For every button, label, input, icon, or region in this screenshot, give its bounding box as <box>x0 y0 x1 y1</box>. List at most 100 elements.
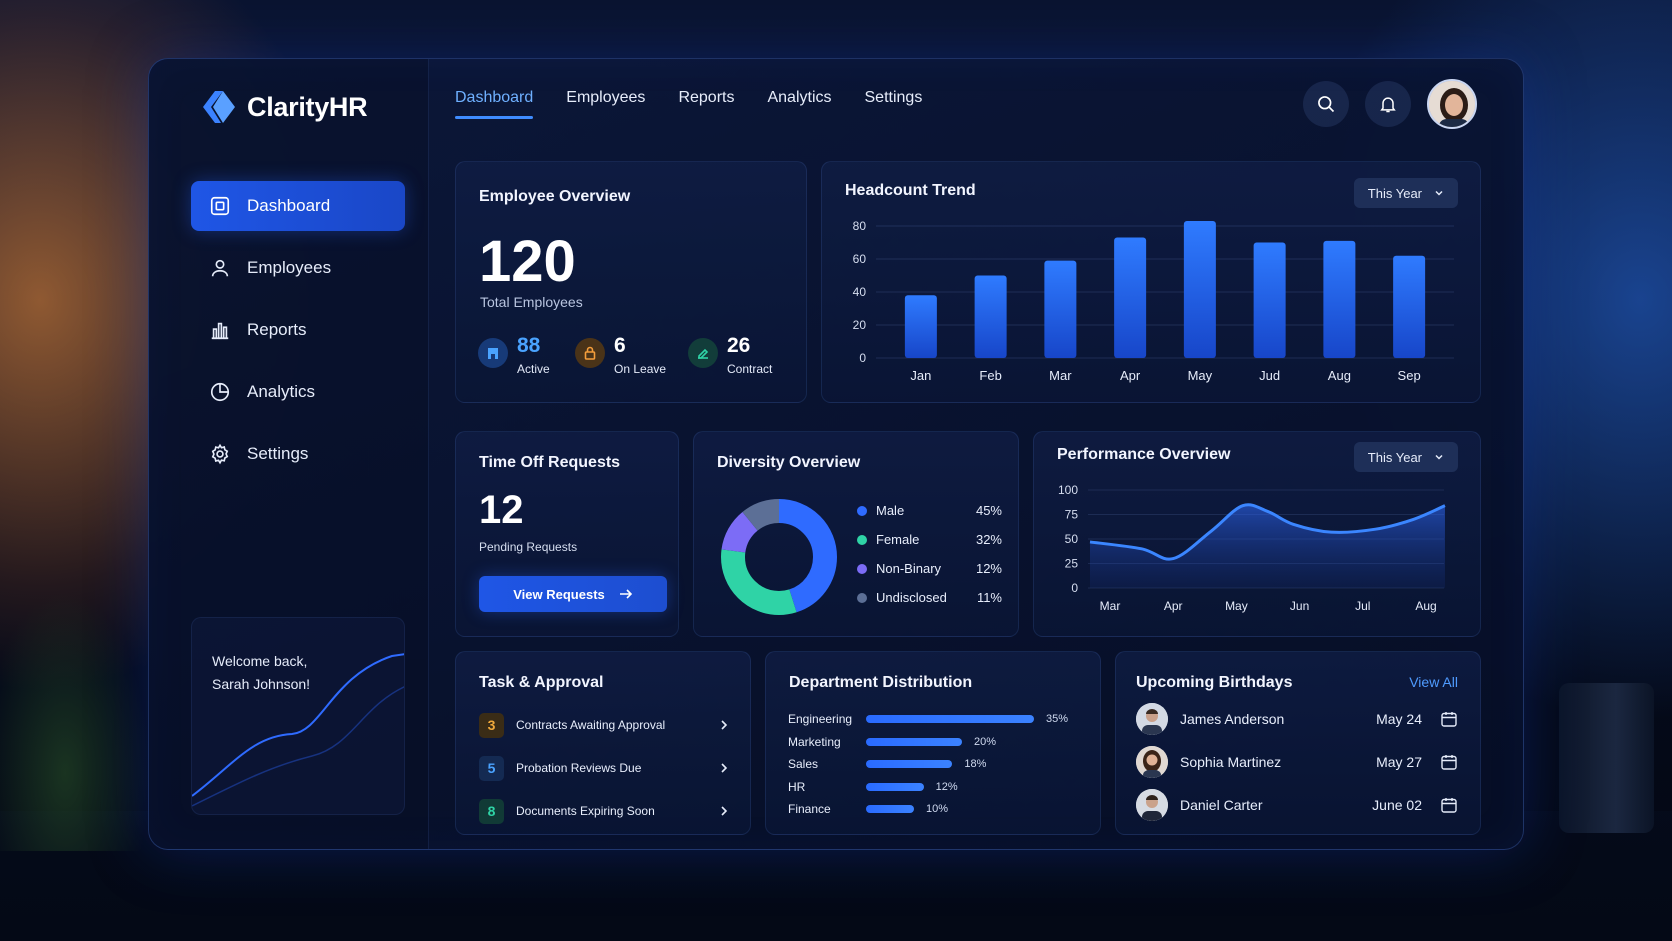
bar-jan[interactable] <box>904 295 937 358</box>
department-percent: 12% <box>935 780 958 793</box>
department-bar <box>866 737 962 746</box>
contract-icon <box>688 338 718 368</box>
diversity-legend: Male 45% Female 32% Non-Binary 12% Undis… <box>857 496 1002 612</box>
top-navigation: Dashboard Employees Reports Analytics Se… <box>455 89 922 119</box>
department-name: Marketing <box>788 734 841 749</box>
total-employees-value: 120 <box>479 229 576 294</box>
tab-analytics[interactable]: Analytics <box>767 89 832 106</box>
view-requests-button[interactable]: View Requests <box>479 576 667 612</box>
view-all-link[interactable]: View All <box>1409 674 1458 690</box>
chevron-down-icon <box>1435 454 1443 460</box>
stat-label: On Leave <box>614 362 667 376</box>
x-tick-label: Sep <box>1398 368 1421 383</box>
birthday-date: June 02 <box>1372 797 1422 813</box>
headcount-range-dropdown[interactable]: This Year <box>1353 178 1458 208</box>
sidebar-item-dashboard[interactable]: Dashboard <box>191 181 405 231</box>
sidebar-item-analytics[interactable]: Analytics <box>191 367 405 417</box>
card-title: Department Distribution <box>789 674 973 691</box>
sidebar-item-settings[interactable]: Settings <box>191 429 405 479</box>
department-row: Marketing 20% <box>788 731 996 753</box>
task-item[interactable]: 5 Probation Reviews Due <box>479 755 729 781</box>
building-icon <box>478 338 508 368</box>
pending-requests-label: Pending Requests <box>479 540 578 554</box>
diversity-donut-chart <box>721 499 837 615</box>
welcome-greeting: Welcome back, <box>212 653 308 669</box>
sidebar-item-reports[interactable]: Reports <box>191 305 405 355</box>
background-plant <box>0 591 150 851</box>
legend-value: 12% <box>975 561 1002 576</box>
app-logo[interactable]: ClarityHR <box>201 89 368 125</box>
bar-mar[interactable] <box>1044 260 1077 358</box>
department-row: HR 12% <box>788 776 958 798</box>
tab-settings[interactable]: Settings <box>864 89 923 106</box>
search-button[interactable] <box>1303 81 1349 127</box>
bar-sep[interactable] <box>1393 255 1426 358</box>
task-item[interactable]: 8 Documents Expiring Soon <box>479 798 729 824</box>
department-bar <box>866 715 1034 723</box>
birthday-item[interactable]: James Anderson May 24 <box>1136 702 1458 736</box>
bar-apr[interactable] <box>1114 237 1147 358</box>
legend-swatch <box>857 534 867 545</box>
card-title: Employee Overview <box>479 188 631 205</box>
sidebar-item-label: Settings <box>247 444 309 463</box>
user-avatar[interactable] <box>1427 79 1477 129</box>
bar-aug[interactable] <box>1323 240 1356 358</box>
department-bar <box>866 782 924 791</box>
dashboard-window: ClarityHR Dashboard Employees Reports An… <box>148 58 1524 850</box>
birthday-date: May 24 <box>1376 711 1422 727</box>
bar-may[interactable] <box>1183 221 1216 358</box>
performance-range-dropdown[interactable]: This Year <box>1353 442 1458 472</box>
employee-overview-card: Employee Overview 120 Total Employees 88… <box>455 161 807 403</box>
tab-dashboard[interactable]: Dashboard <box>455 89 534 119</box>
avatar <box>1136 703 1168 735</box>
lock-icon <box>575 338 605 368</box>
button-label: View Requests <box>513 586 605 602</box>
sidebar-item-label: Analytics <box>247 382 316 401</box>
task-count-badge: 5 <box>479 755 504 781</box>
task-count-badge: 3 <box>479 712 504 738</box>
task-label: Probation Reviews Due <box>516 761 642 775</box>
y-tick-label: 0 <box>1071 581 1078 595</box>
donut-slice-undisclosed[interactable] <box>721 499 837 615</box>
donut-slice-female[interactable] <box>721 499 837 615</box>
tab-employees[interactable]: Employees <box>566 89 646 106</box>
department-name: Sales <box>788 757 819 771</box>
stat-label: Contract <box>727 362 773 376</box>
legend-label: Undisclosed <box>876 590 947 605</box>
app-name: ClarityHR <box>247 91 368 122</box>
chevron-down-icon <box>1435 190 1443 196</box>
department-distribution-card: Department Distribution Engineering 35% Ma… <box>765 651 1101 835</box>
legend-value: 45% <box>975 503 1002 518</box>
avatar <box>1136 789 1168 821</box>
department-bar-track <box>866 805 914 813</box>
header-actions <box>1303 79 1477 129</box>
welcome-decorative-wave <box>192 653 404 807</box>
birthday-item[interactable]: Daniel Carter June 02 <box>1136 788 1458 822</box>
legend-item-non-binary: Non-Binary 12% <box>857 554 1002 583</box>
y-tick-label: 50 <box>1065 532 1079 546</box>
y-tick-label: 100 <box>1058 483 1078 497</box>
birthday-item[interactable]: Sophia Martinez May 27 <box>1136 745 1458 779</box>
logo-icon <box>203 91 235 123</box>
search-icon <box>1318 96 1335 113</box>
tab-reports[interactable]: Reports <box>678 89 735 106</box>
legend-swatch <box>857 505 867 516</box>
user-icon <box>211 259 229 277</box>
y-tick-label: 0 <box>859 351 866 365</box>
performance-series-line[interactable] <box>1089 503 1446 561</box>
bar-chart-icon <box>211 322 229 340</box>
card-title: Headcount Trend <box>845 182 976 199</box>
department-percent: 35% <box>1046 713 1069 725</box>
sidebar-item-employees[interactable]: Employees <box>191 243 405 293</box>
user-avatar-image <box>1429 81 1475 127</box>
bar-feb[interactable] <box>974 275 1007 359</box>
x-tick-label: Mar <box>1100 599 1121 613</box>
card-title: Diversity Overview <box>717 454 861 471</box>
stat-value: 26 <box>727 334 751 357</box>
chevron-right-icon <box>721 720 728 730</box>
sidebar-item-label: Reports <box>247 320 307 339</box>
bar-jud[interactable] <box>1253 242 1286 359</box>
avatar <box>1136 746 1168 778</box>
task-item[interactable]: 3 Contracts Awaiting Approval <box>479 712 729 738</box>
notifications-button[interactable] <box>1365 81 1411 127</box>
